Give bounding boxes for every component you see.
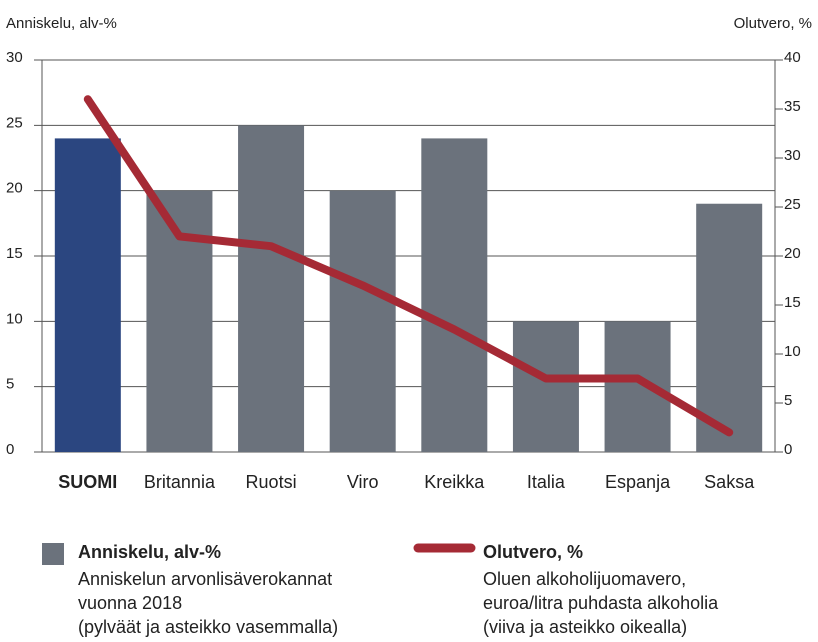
- y2-tick-label: 0: [784, 441, 792, 458]
- y-tick-label: 25: [6, 114, 23, 131]
- x-tick-label: Britannia: [144, 472, 216, 492]
- legend-description: (viiva ja asteikko oikealla): [483, 617, 687, 637]
- x-tick-label: Espanja: [605, 472, 671, 492]
- x-tick-label: Saksa: [704, 472, 755, 492]
- y2-tick-label: 40: [784, 49, 801, 66]
- y-tick-label: 5: [6, 376, 14, 393]
- bar: [421, 138, 488, 452]
- y2-tick-label: 30: [784, 147, 801, 164]
- legend-swatch: [42, 543, 64, 565]
- x-tick-label: SUOMI: [58, 472, 117, 492]
- x-tick-label: Kreikka: [424, 472, 485, 492]
- x-tick-label: Viro: [347, 472, 379, 492]
- legend-label: Olutvero, %: [483, 542, 583, 562]
- y2-tick-label: 20: [784, 245, 801, 262]
- y2-axis-label: Olutvero, %: [734, 15, 812, 32]
- bar: [54, 138, 121, 452]
- y-axis-label: Anniskelu, alv-%: [6, 15, 117, 32]
- y-tick-label: 20: [6, 180, 23, 197]
- y-tick-label: 10: [6, 310, 23, 327]
- bar: [696, 203, 763, 452]
- bar: [604, 321, 671, 452]
- y2-tick-label: 35: [784, 98, 801, 115]
- legend-description: euroa/litra puhdasta alkoholia: [483, 593, 719, 613]
- legend-description: Oluen alkoholijuomavero,: [483, 569, 686, 589]
- y2-tick-label: 10: [784, 343, 801, 360]
- line: [83, 95, 734, 437]
- y2-tick-label: 5: [784, 392, 792, 409]
- legend-description: Anniskelun arvonlisäverokannat: [78, 569, 332, 589]
- legend-description: (pylväät ja asteikko vasemmalla): [78, 617, 338, 637]
- x-tick-label: Ruotsi: [246, 472, 297, 492]
- x-tick-label: Italia: [527, 472, 566, 492]
- y-tick-label: 15: [6, 245, 23, 262]
- y2-tick-label: 15: [784, 294, 801, 311]
- bar: [329, 190, 396, 452]
- legend-label: Anniskelu, alv-%: [78, 542, 221, 562]
- bar: [238, 125, 305, 452]
- y-tick-label: 30: [6, 49, 23, 66]
- bar: [512, 321, 579, 452]
- y-tick-label: 0: [6, 441, 14, 458]
- legend-description: vuonna 2018: [78, 593, 182, 613]
- y2-tick-label: 25: [784, 196, 801, 213]
